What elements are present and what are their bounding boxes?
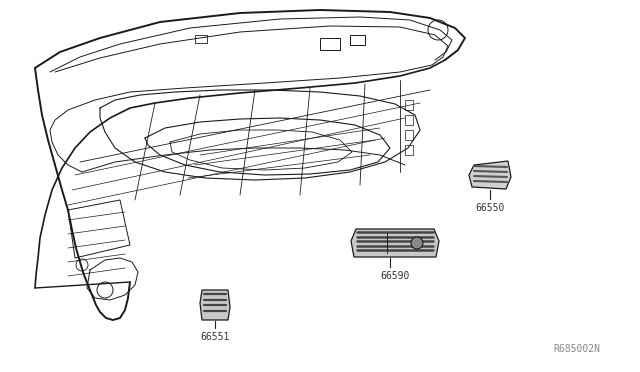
Bar (405, 115, 413, 125)
Bar (350, 35, 365, 45)
Bar (405, 100, 413, 110)
Bar (405, 145, 413, 155)
Polygon shape (200, 290, 230, 320)
Circle shape (411, 237, 423, 249)
Bar (405, 130, 413, 140)
Text: R685002N: R685002N (553, 344, 600, 354)
Bar (320, 38, 340, 50)
Polygon shape (469, 161, 511, 189)
Bar (195, 35, 207, 43)
Text: 66550: 66550 (476, 203, 505, 213)
Polygon shape (351, 229, 439, 257)
Text: 66551: 66551 (200, 332, 230, 342)
Text: 66590: 66590 (380, 271, 410, 281)
